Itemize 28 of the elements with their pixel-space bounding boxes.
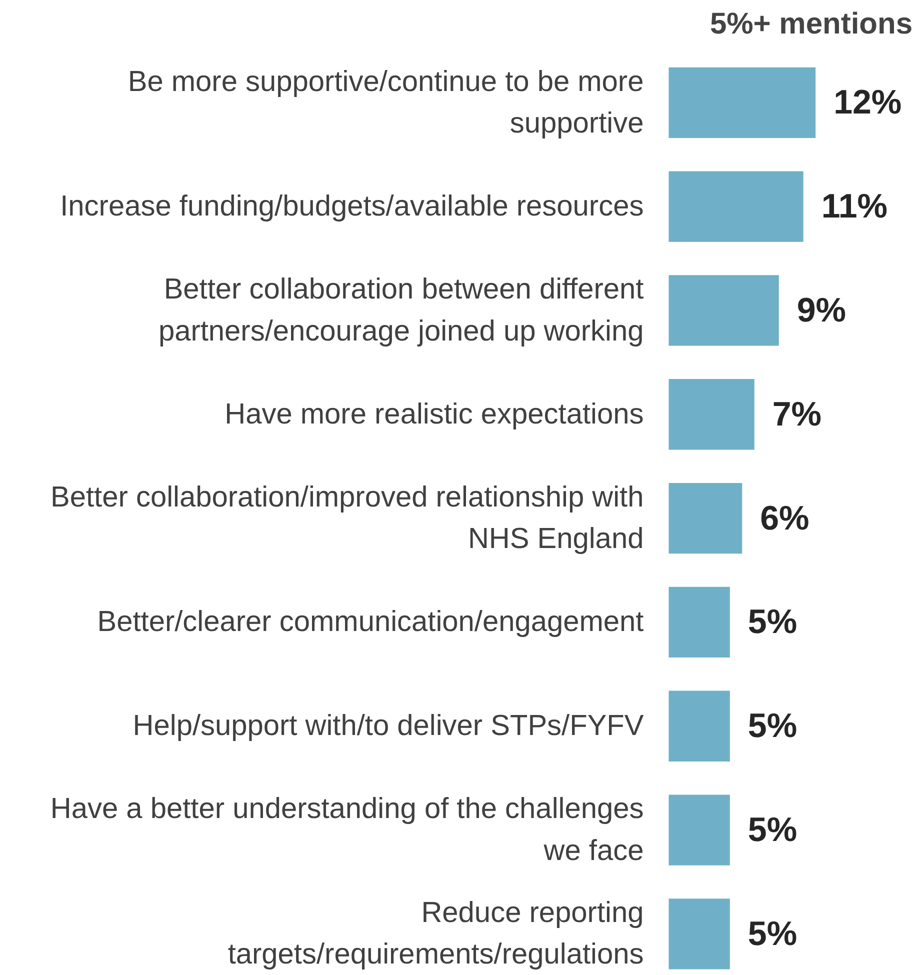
data-label: 5%: [748, 811, 798, 850]
data-label: 7%: [772, 395, 822, 434]
y-tick-label: Help/support with/to deliver STPs/FYFV: [132, 710, 644, 742]
bar: [668, 275, 779, 346]
data-label: 11%: [821, 188, 888, 226]
data-label: 5%: [748, 707, 798, 746]
data-label: 5%: [748, 914, 798, 953]
y-tick-label: Better collaboration/improved relationship with NHS England: [50, 481, 644, 556]
bar: [668, 898, 730, 970]
bar: [668, 171, 804, 242]
data-label: 12%: [834, 84, 902, 122]
bar: [668, 67, 816, 138]
bar: [668, 379, 754, 450]
bar: [668, 482, 742, 554]
data-label: 9%: [796, 291, 846, 330]
y-tick-label: Have a better understanding of the challenges we face: [50, 793, 644, 867]
bar: [668, 586, 730, 658]
y-tick-label: Be more supportive/continue to be more supportive: [128, 66, 644, 140]
data-label: 5%: [748, 603, 798, 642]
data-label: 6%: [760, 499, 810, 538]
bar: [668, 690, 730, 762]
y-tick-label: Reduce reporting targets/requirements/regulations: [228, 897, 644, 971]
y-tick-label: Better collaboration between different partners/encourage joined up working: [158, 274, 644, 348]
y-tick-label: Better/clearer communication/engagement: [97, 606, 644, 638]
bar: [668, 794, 730, 866]
y-tick-label: Have more realistic expectations: [224, 398, 644, 430]
y-tick-label: Increase funding/budgets/available resources: [60, 190, 644, 223]
chart-title: 5%+ mentions: [710, 8, 912, 40]
